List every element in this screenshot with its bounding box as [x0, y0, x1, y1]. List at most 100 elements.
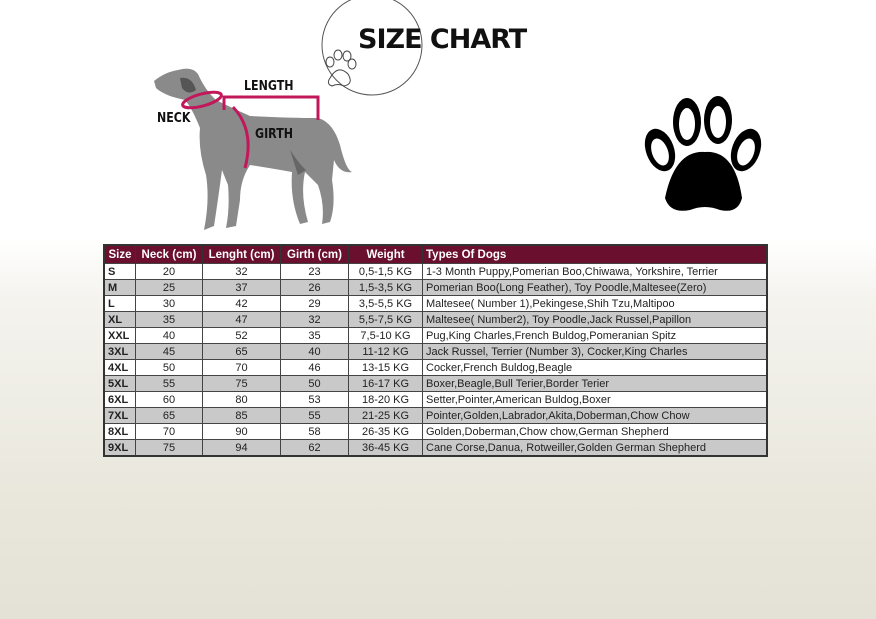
girth-cell: 55 [280, 407, 349, 424]
length-cell: 90 [202, 423, 281, 440]
types-cell: Jack Russel, Terrier (Number 3), Cocker,… [422, 343, 768, 360]
girth-cell: 35 [280, 327, 349, 344]
neck-cell: 30 [135, 295, 203, 312]
girth-cell: 46 [280, 359, 349, 376]
weight-cell: 3,5-5,5 KG [348, 295, 423, 312]
girth-label: GIRTH [255, 127, 293, 142]
size-cell: S [103, 263, 136, 280]
neck-cell: 40 [135, 327, 203, 344]
weight-cell: 1,5-3,5 KG [348, 279, 423, 296]
neck-cell: 20 [135, 263, 203, 280]
length-cell: 75 [202, 375, 281, 392]
neck-cell: 70 [135, 423, 203, 440]
size-table: Size Neck (cm) Lenght (cm) Girth (cm) We… [103, 244, 768, 457]
table-row: S 20 32 23 0,5-1,5 KG 1-3 Month Puppy,Pomeria… [103, 263, 768, 280]
types-cell: 1-3 Month Puppy,Pomerian Boo,Chiwawa, Yo… [422, 263, 768, 280]
length-cell: 52 [202, 327, 281, 344]
weight-cell: 26-35 KG [348, 423, 423, 440]
table-row: 6XL 60 80 53 18-20 KG Setter,Pointer,American… [103, 391, 768, 408]
neck-cell: 25 [135, 279, 203, 296]
weight-cell: 5,5-7,5 KG [348, 311, 423, 328]
length-cell: 42 [202, 295, 281, 312]
types-cell: Cane Corse,Danua, Rotweiller,Golden Germ… [422, 439, 768, 457]
table-row: L 30 42 29 3,5-5,5 KG Maltesee( Number 1),Pek… [103, 295, 768, 312]
types-cell: Pomerian Boo(Long Feather), Toy Poodle,M… [422, 279, 768, 296]
size-cell: XL [103, 311, 136, 328]
size-cell: 5XL [103, 375, 136, 392]
title-circle-icon [321, 0, 423, 96]
types-cell: Pug,King Charles,French Buldog,Pomerania… [422, 327, 768, 344]
girth-cell: 50 [280, 375, 349, 392]
girth-cell: 62 [280, 439, 349, 457]
dog-illustration [154, 68, 352, 231]
table-row: 8XL 70 90 58 26-35 KG Golden,Doberman,Chow ch… [103, 423, 768, 440]
neck-cell: 50 [135, 359, 203, 376]
length-cell: 94 [202, 439, 281, 457]
length-cell: 32 [202, 263, 281, 280]
weight-cell: 11-12 KG [348, 343, 423, 360]
size-cell: XXL [103, 327, 136, 344]
weight-cell: 18-20 KG [348, 391, 423, 408]
table-row: 7XL 65 85 55 21-25 KG Pointer,Golden,Labrador… [103, 407, 768, 424]
illustrations [154, 0, 762, 231]
weight-cell: 21-25 KG [348, 407, 423, 424]
neck-cell: 55 [135, 375, 203, 392]
neck-cell: 45 [135, 343, 203, 360]
size-cell: 7XL [103, 407, 136, 424]
size-cell: 8XL [103, 423, 136, 440]
types-cell: Setter,Pointer,American Buldog,Boxer [422, 391, 768, 408]
length-cell: 65 [202, 343, 281, 360]
measure-lines [181, 90, 320, 169]
table-row: XL 35 47 32 5,5-7,5 KG Maltesee( Number2), To… [103, 311, 768, 328]
types-cell: Maltesee( Number 1),Pekingese,Shih Tzu,M… [422, 295, 768, 312]
table-row: M 25 37 26 1,5-3,5 KG Pomerian Boo(Long Feath… [103, 279, 768, 296]
length-cell: 85 [202, 407, 281, 424]
table-row: 4XL 50 70 46 13-15 KG Cocker,French Buldog,Be… [103, 359, 768, 376]
girth-cell: 40 [280, 343, 349, 360]
size-cell: M [103, 279, 136, 296]
weight-cell: 7,5-10 KG [348, 327, 423, 344]
page-title: SIZE CHART [358, 24, 527, 55]
weight-cell: 36-45 KG [348, 439, 423, 457]
girth-cell: 53 [280, 391, 349, 408]
neck-cell: 65 [135, 407, 203, 424]
header-length: Lenght (cm) [202, 245, 281, 264]
length-cell: 70 [202, 359, 281, 376]
types-cell: Boxer,Beagle,Bull Terier,Border Terier [422, 375, 768, 392]
header-weight: Weight [348, 245, 423, 264]
header-types: Types Of Dogs [422, 245, 768, 264]
types-cell: Maltesee( Number2), Toy Poodle,Jack Russ… [422, 311, 768, 328]
table-row: XXL 40 52 35 7,5-10 KG Pug,King Charles,Frenc… [103, 327, 768, 344]
neck-cell: 75 [135, 439, 203, 457]
header-girth: Girth (cm) [280, 245, 349, 264]
table-row: 5XL 55 75 50 16-17 KG Boxer,Beagle,Bull Terie… [103, 375, 768, 392]
size-cell: L [103, 295, 136, 312]
girth-cell: 58 [280, 423, 349, 440]
paw-print-icon [644, 96, 762, 211]
types-cell: Cocker,French Buldog,Beagle [422, 359, 768, 376]
length-cell: 80 [202, 391, 281, 408]
girth-cell: 32 [280, 311, 349, 328]
length-cell: 47 [202, 311, 281, 328]
header-size: Size [104, 245, 136, 264]
header-neck: Neck (cm) [135, 245, 203, 264]
table-header: Size Neck (cm) Lenght (cm) Girth (cm) We… [104, 245, 768, 264]
size-cell: 9XL [103, 439, 136, 457]
table-row: 3XL 45 65 40 11-12 KG Jack Russel, Terrier (N… [103, 343, 768, 360]
girth-cell: 23 [280, 263, 349, 280]
length-label: LENGTH [244, 79, 294, 94]
size-cell: 4XL [103, 359, 136, 376]
neck-label: NECK [157, 111, 191, 126]
neck-cell: 35 [135, 311, 203, 328]
types-cell: Pointer,Golden,Labrador,Akita,Doberman,C… [422, 407, 768, 424]
girth-cell: 29 [280, 295, 349, 312]
weight-cell: 16-17 KG [348, 375, 423, 392]
weight-cell: 0,5-1,5 KG [348, 263, 423, 280]
size-cell: 6XL [103, 391, 136, 408]
weight-cell: 13-15 KG [348, 359, 423, 376]
size-cell: 3XL [103, 343, 136, 360]
table-row: 9XL 75 94 62 36-45 KG Cane Corse,Danua, Rotwe… [103, 439, 768, 457]
girth-cell: 26 [280, 279, 349, 296]
length-cell: 37 [202, 279, 281, 296]
neck-cell: 60 [135, 391, 203, 408]
